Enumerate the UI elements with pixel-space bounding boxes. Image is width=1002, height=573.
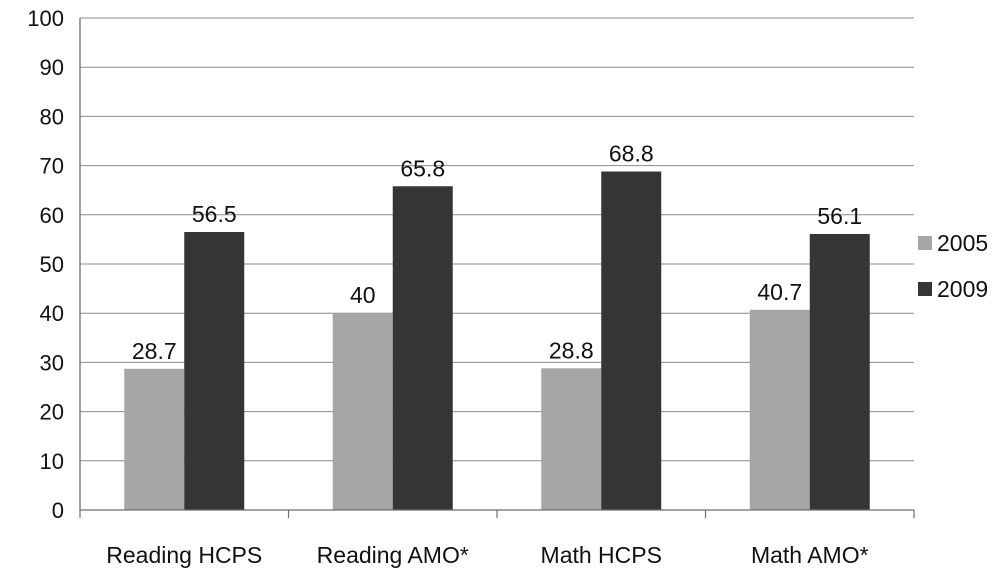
x-tick-label: Reading HCPS [106, 542, 262, 568]
y-tick-label: 50 [40, 252, 64, 277]
x-tick-label: Math HCPS [541, 542, 662, 568]
y-tick-label: 10 [40, 449, 64, 474]
legend-swatch-2009 [918, 282, 932, 296]
bar-2005-2 [541, 368, 602, 510]
y-tick-label: 90 [40, 55, 64, 80]
legend-label-2009: 2009 [937, 276, 988, 302]
x-tick-label: Math AMO* [751, 542, 869, 568]
x-tick-label: Reading AMO* [317, 542, 469, 568]
bar-2009-2 [601, 171, 662, 510]
y-tick-label: 20 [40, 400, 64, 425]
y-tick-label: 60 [40, 203, 64, 228]
legend-label-2005: 2005 [937, 230, 988, 256]
y-tick-label: 40 [40, 301, 64, 326]
y-tick-label: 0 [52, 498, 64, 523]
data-label: 40 [350, 282, 376, 308]
data-label: 56.1 [817, 203, 862, 229]
data-labels: 28.7 56.5 40 65.8 28.8 68.8 40.7 56.1 [132, 141, 862, 364]
y-tick-label: 30 [40, 350, 64, 375]
bar-2005-3 [749, 309, 810, 510]
data-label: 28.7 [132, 338, 177, 364]
data-label: 56.5 [192, 201, 237, 227]
data-label: 65.8 [400, 155, 445, 181]
bar-2009-0 [184, 232, 245, 510]
legend-swatch-2005 [918, 236, 932, 250]
bar-2005-1 [332, 313, 393, 510]
y-tick-label: 80 [40, 104, 64, 129]
data-label: 28.8 [549, 337, 594, 363]
bar-2009-3 [809, 233, 870, 510]
data-label: 40.7 [757, 279, 802, 305]
y-tick-label: 70 [40, 154, 64, 179]
y-tick-label: 100 [27, 6, 64, 31]
bar-2005-0 [124, 368, 185, 510]
bars [124, 171, 870, 510]
x-axis: Reading HCPS Reading AMO* Math HCPS Math AM… [79, 509, 915, 568]
y-axis: 0 10 20 30 40 50 60 70 80 90 100 [27, 6, 81, 523]
data-label: 68.8 [609, 141, 654, 167]
legend: 2005 2009 [918, 230, 988, 302]
bar-2009-1 [392, 186, 453, 510]
